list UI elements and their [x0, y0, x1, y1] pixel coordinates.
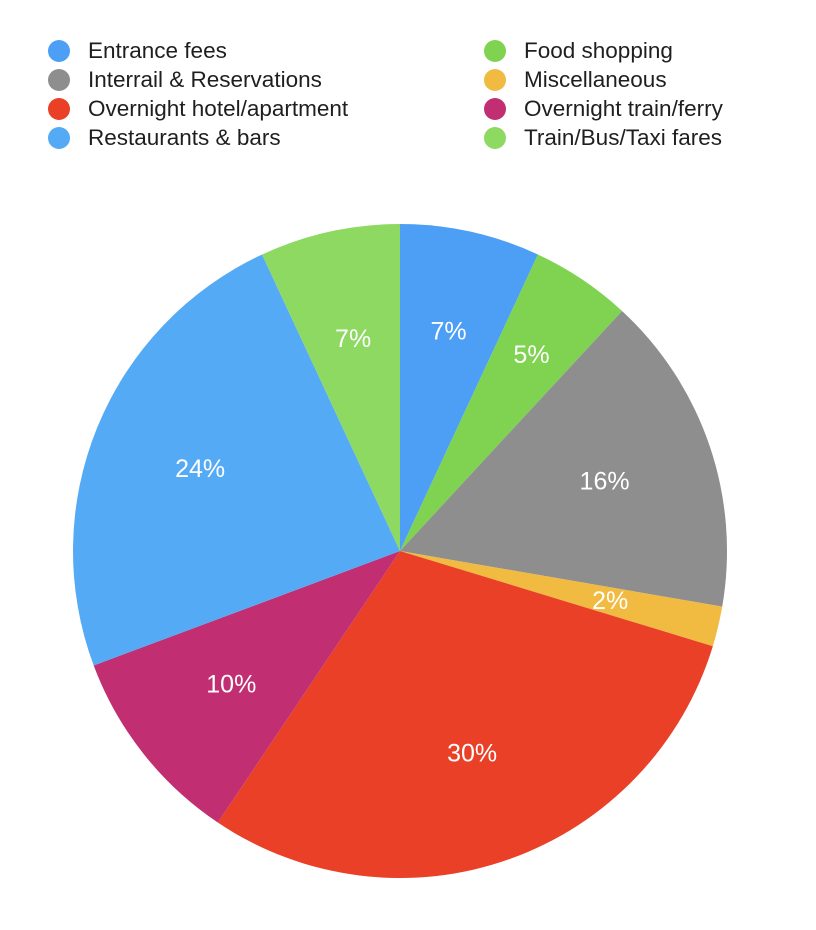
legend-label: Overnight train/ferry	[524, 95, 723, 121]
slice-label: 5%	[513, 341, 549, 369]
slice-label: 7%	[431, 317, 467, 345]
pie-slice	[93, 551, 400, 823]
slice-label: 2%	[592, 587, 628, 615]
pie-slice	[400, 224, 538, 551]
slice-label: 30%	[447, 740, 497, 768]
legend-item-train-bus-taxi: Train/Bus/Taxi fares	[484, 123, 722, 152]
legend-swatch	[484, 68, 506, 91]
legend-item-overnight-hotel: Overnight hotel/apartment	[48, 94, 348, 123]
pie-slice	[217, 551, 713, 878]
legend-swatch	[484, 39, 506, 62]
slice-label: 7%	[335, 325, 371, 353]
legend-swatch	[48, 68, 70, 91]
legend-label: Food shopping	[524, 37, 673, 63]
legend-label: Train/Bus/Taxi fares	[524, 124, 722, 150]
legend-label: Restaurants & bars	[88, 124, 281, 150]
legend-swatch	[48, 126, 70, 149]
legend-swatch	[484, 97, 506, 120]
legend: Entrance fees Interrail & Reservations O…	[48, 36, 788, 160]
pie-slice	[72, 254, 400, 666]
slice-label: 16%	[580, 468, 630, 496]
slice-label: 10%	[206, 670, 256, 698]
legend-item-interrail-reservations: Interrail & Reservations	[48, 65, 322, 94]
legend-item-food-shopping: Food shopping	[484, 36, 673, 65]
pie-slice	[262, 224, 400, 551]
legend-label: Entrance fees	[88, 37, 227, 63]
pie-slice	[400, 254, 623, 551]
legend-swatch	[48, 39, 70, 62]
legend-item-miscellaneous: Miscellaneous	[484, 65, 667, 94]
legend-item-restaurants-bars: Restaurants & bars	[48, 123, 281, 152]
legend-label: Interrail & Reservations	[88, 66, 322, 92]
legend-item-entrance-fees: Entrance fees	[48, 36, 227, 65]
legend-label: Overnight hotel/apartment	[88, 95, 349, 121]
legend-swatch	[484, 126, 506, 149]
pie-slice	[400, 551, 723, 647]
legend-swatch	[48, 97, 70, 120]
legend-label: Miscellaneous	[524, 66, 667, 92]
slice-label: 24%	[175, 455, 225, 483]
legend-item-overnight-train-ferry: Overnight train/ferry	[484, 94, 723, 123]
pie-slice	[400, 310, 727, 607]
